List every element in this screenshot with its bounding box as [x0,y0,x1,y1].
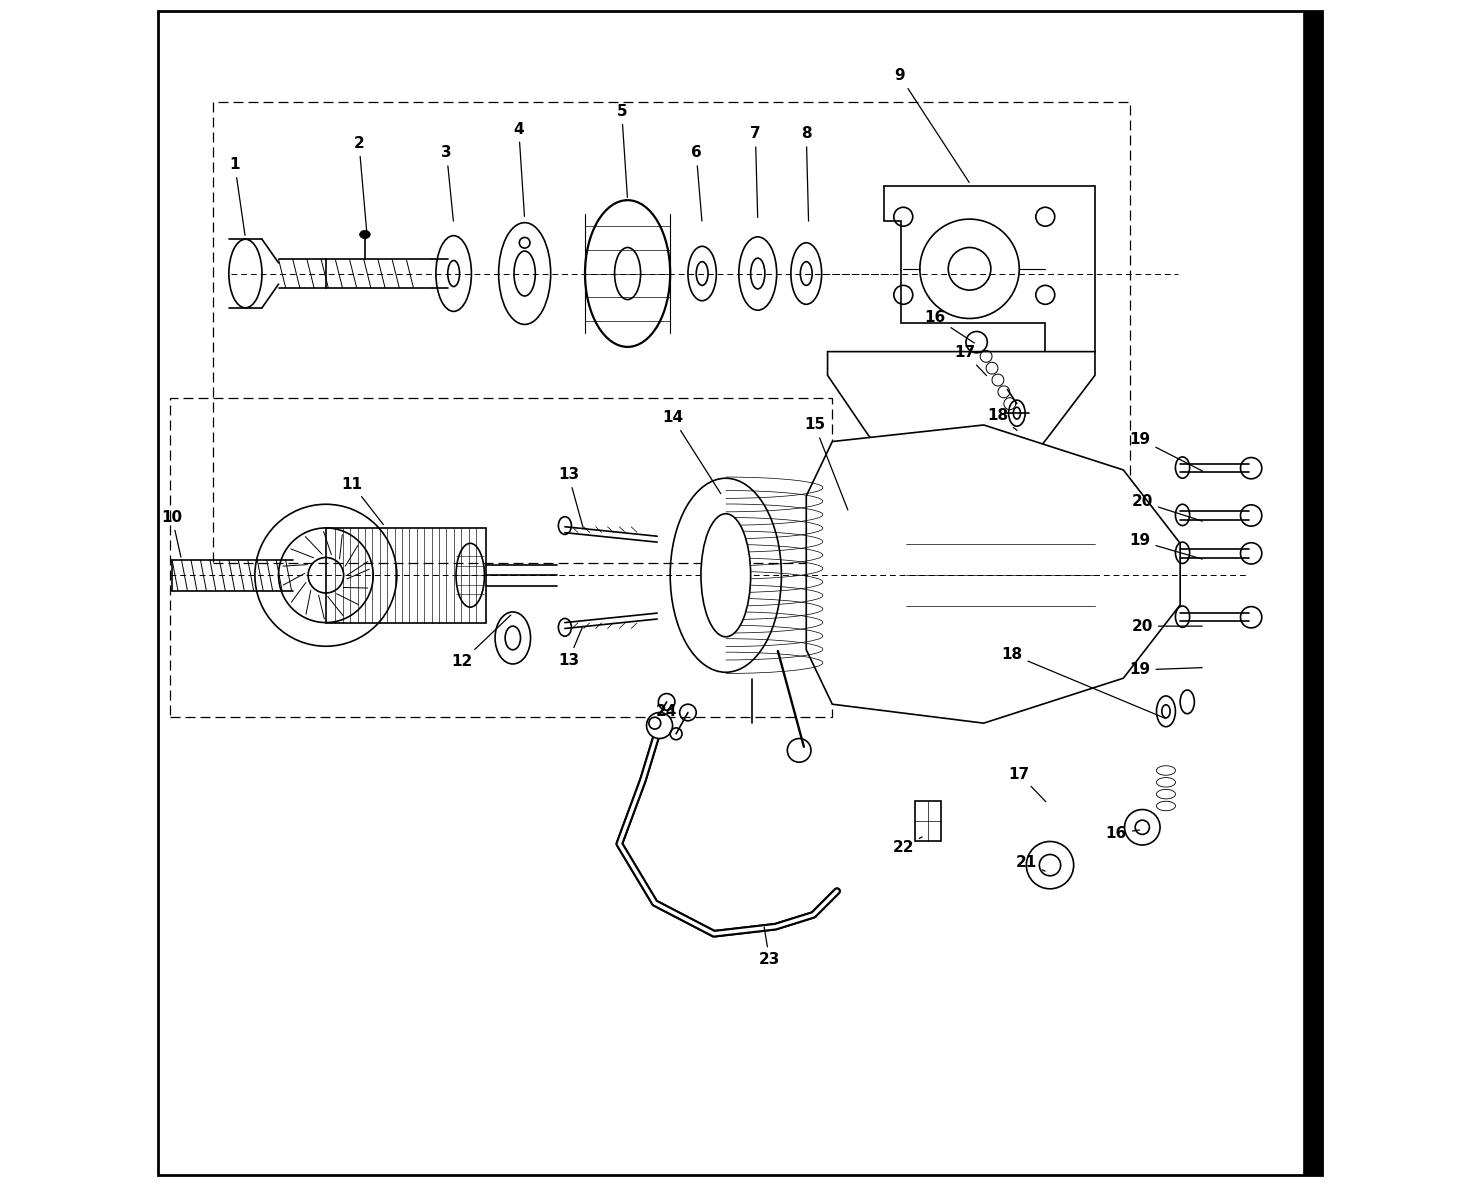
Text: 4: 4 [514,122,524,216]
Text: 20: 20 [1132,495,1202,521]
Text: 1: 1 [229,158,246,235]
Text: 15: 15 [804,417,848,510]
Ellipse shape [702,514,750,637]
Text: 16: 16 [1106,825,1140,841]
Text: 20: 20 [1132,619,1202,633]
Text: 14: 14 [662,410,721,493]
Text: 24: 24 [656,703,678,719]
Text: 8: 8 [801,127,811,221]
Bar [1304,11,1322,1175]
Text: 2: 2 [354,136,367,235]
Text: 10: 10 [161,510,182,557]
Bar [213,102,1131,563]
Polygon shape [885,186,1095,351]
Bar [915,802,941,842]
Text: 13: 13 [558,467,583,528]
Text: 18: 18 [1002,648,1166,719]
Polygon shape [807,425,1180,723]
Text: 19: 19 [1129,432,1203,471]
Text: 18: 18 [987,408,1017,431]
Text: 3: 3 [441,146,453,221]
Text: 22: 22 [892,837,922,855]
Text: 13: 13 [558,626,583,668]
Polygon shape [827,351,1095,543]
Text: 19: 19 [1129,534,1202,559]
Text: 5: 5 [616,104,628,197]
Text: 17: 17 [1009,766,1046,802]
Text: 12: 12 [451,616,511,669]
Text: 23: 23 [759,927,780,968]
Text: 7: 7 [750,127,761,217]
Text: 9: 9 [894,69,969,183]
Text: 21: 21 [1015,855,1045,871]
Text: 6: 6 [691,146,702,221]
Text: 11: 11 [342,477,383,524]
Ellipse shape [360,230,370,238]
Text: 17: 17 [955,345,987,376]
Text: 19: 19 [1129,663,1202,677]
Bar [170,397,832,718]
Text: 16: 16 [925,310,974,343]
Bar [326,528,485,623]
Circle shape [647,713,672,739]
